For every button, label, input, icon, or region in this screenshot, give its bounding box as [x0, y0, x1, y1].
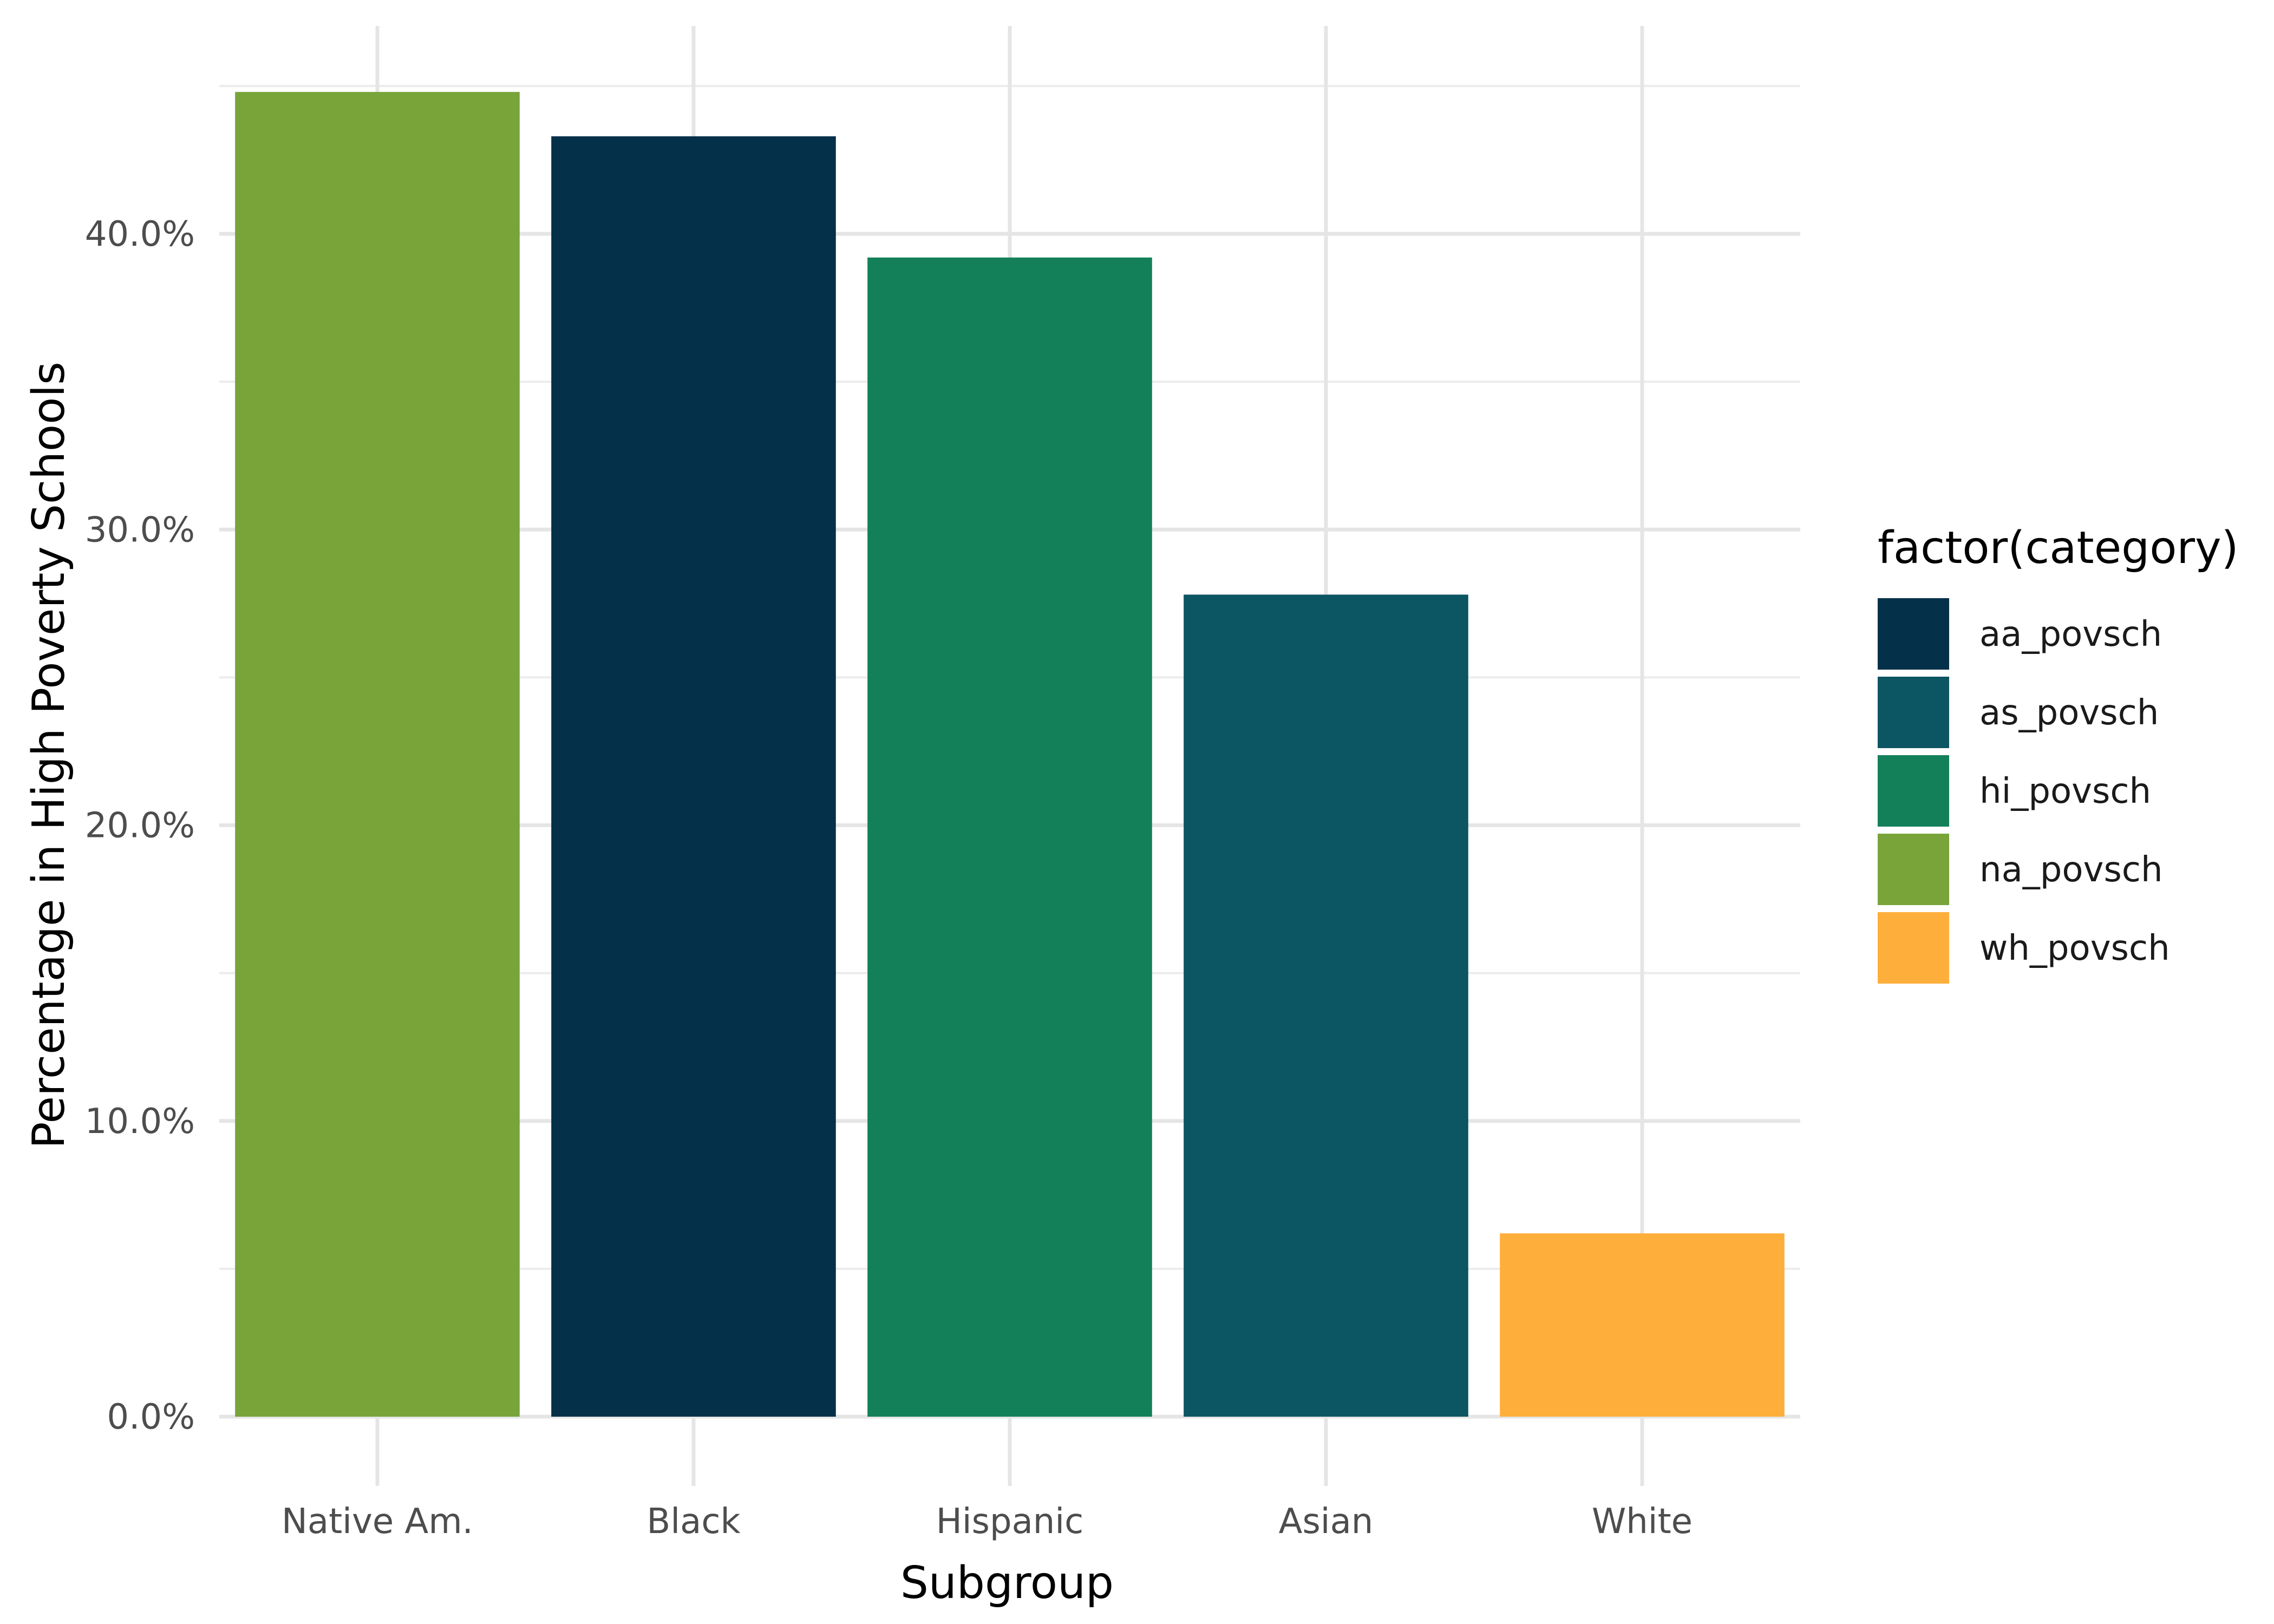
bars [235, 91, 1785, 1417]
x-tick-label: Hispanic [936, 1502, 1084, 1542]
legend-item-hi_povsch: hi_povsch [1878, 755, 2151, 827]
bar-as_povsch [1184, 594, 1468, 1417]
legend-title: factor(category) [1878, 522, 2239, 574]
legend: factor(category) aa_povsch as_povsch hi_po… [1878, 522, 2239, 984]
legend-label: wh_povsch [1979, 928, 2170, 968]
x-tick-label: Asian [1279, 1502, 1374, 1542]
y-tick-label: 10.0% [85, 1102, 195, 1142]
bar-na_povsch [235, 91, 520, 1417]
x-axis-title: Subgroup [900, 1557, 1114, 1609]
x-tick-label: Black [646, 1502, 740, 1542]
legend-items: aa_povsch as_povsch hi_povsch na_povsch wh_p… [1878, 598, 2170, 984]
x-tick-label: Native Am. [282, 1502, 473, 1542]
bar-hi_povsch [867, 257, 1152, 1417]
legend-key-swatch [1878, 598, 1949, 670]
y-axis-tick-labels: 0.0% 10.0% 20.0% 30.0% 40.0% [85, 214, 195, 1437]
legend-key-swatch [1878, 834, 1949, 905]
bar-aa_povsch [551, 136, 836, 1417]
legend-label: aa_povsch [1979, 614, 2162, 654]
x-tick-label: White [1592, 1502, 1693, 1542]
y-tick-label: 40.0% [85, 214, 195, 254]
bar-wh_povsch [1500, 1233, 1785, 1417]
legend-label: as_povsch [1979, 693, 2159, 733]
legend-label: na_povsch [1979, 850, 2163, 890]
y-tick-label: 20.0% [85, 806, 195, 846]
legend-key-swatch [1878, 677, 1949, 748]
legend-item-as_povsch: as_povsch [1878, 677, 2159, 748]
y-tick-label: 0.0% [107, 1397, 195, 1437]
legend-key-swatch [1878, 912, 1949, 984]
legend-key-swatch [1878, 755, 1949, 827]
legend-label: hi_povsch [1979, 771, 2151, 811]
legend-item-wh_povsch: wh_povsch [1878, 912, 2170, 984]
y-tick-label: 30.0% [85, 510, 195, 550]
y-axis-title: Percentage in High Poverty Schools [23, 362, 75, 1149]
x-axis-tick-labels: Native Am. Black Hispanic Asian White [282, 1502, 1693, 1542]
legend-item-na_povsch: na_povsch [1878, 834, 2163, 905]
legend-item-aa_povsch: aa_povsch [1878, 598, 2162, 670]
